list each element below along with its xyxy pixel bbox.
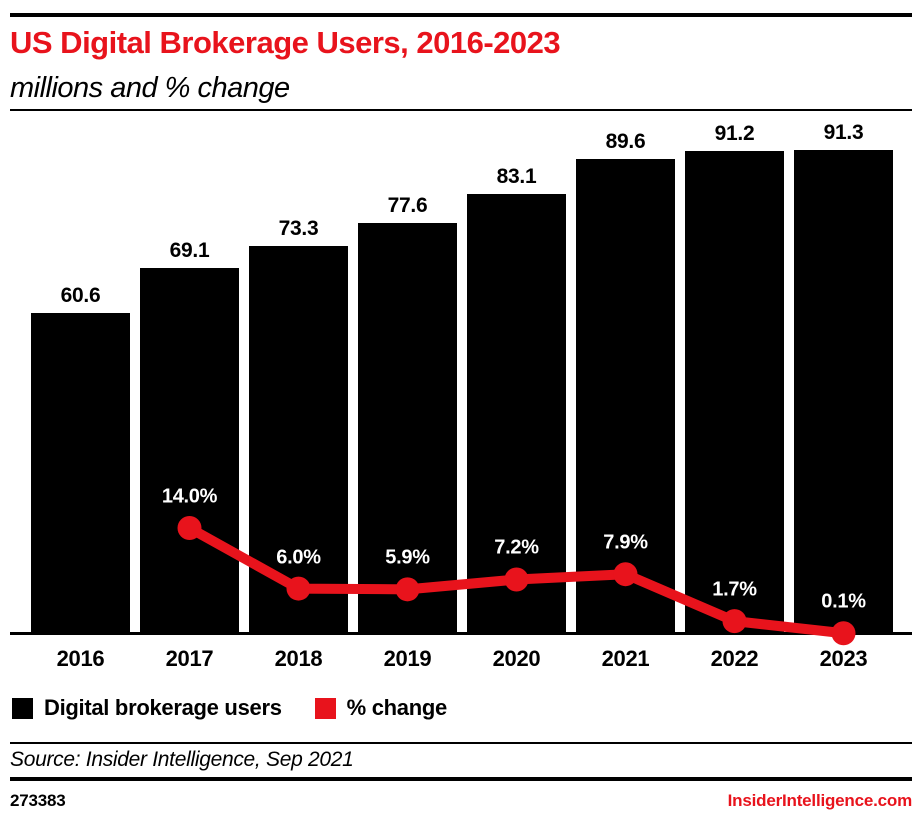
x-axis-label-2018: 2018 <box>274 646 323 671</box>
legend: Digital brokerage users % change <box>12 695 447 721</box>
pct-change-label-2017: 14.0% <box>161 485 218 508</box>
legend-label-users: Digital brokerage users <box>44 695 282 720</box>
chart-subtitle: millions and % change <box>10 72 290 104</box>
x-axis-label-2022: 2022 <box>710 646 759 671</box>
pct-change-label-2018: 6.0% <box>276 546 321 569</box>
bar-value-label-2016: 60.6 <box>60 284 101 308</box>
bar-2016 <box>31 313 130 635</box>
header-divider <box>10 109 912 111</box>
pct-change-label-2020: 7.2% <box>494 536 539 559</box>
chart-id: 273383 <box>10 791 66 810</box>
pct-change-label-2022: 1.7% <box>712 578 757 601</box>
bar-value-label-2017: 69.1 <box>169 238 210 262</box>
source-divider-top <box>10 742 912 744</box>
pct-change-label-2023: 0.1% <box>821 590 866 613</box>
bar-value-label-2023: 91.3 <box>823 121 864 144</box>
bar-2017 <box>140 267 239 635</box>
chart-title: US Digital Brokerage Users, 2016-2023 <box>10 25 561 60</box>
source-note: Source: Insider Intelligence, Sep 2021 <box>10 748 354 771</box>
bar-value-label-2020: 83.1 <box>496 164 537 188</box>
bar-line-chart: 60.6 69.1 73.3 77.6 83.1 89.6 91.2 91.3 14.0% 6.0… <box>10 120 912 646</box>
bar-2021 <box>576 159 675 635</box>
bar-2018 <box>249 245 348 635</box>
pct-change-label-2021: 7.9% <box>603 531 648 554</box>
legend-swatch-users <box>12 697 33 719</box>
bar-2019 <box>358 222 457 635</box>
bar-value-label-2019: 77.6 <box>387 193 428 217</box>
top-accent-bar <box>10 13 912 17</box>
footer: 273383 InsiderIntelligence.com <box>10 791 912 811</box>
bar-2023 <box>794 150 893 635</box>
source-divider-bottom <box>10 777 912 781</box>
pct-change-label-2019: 5.9% <box>385 546 430 569</box>
x-axis-label-2020: 2020 <box>492 646 541 671</box>
legend-label-pct-change: % change <box>346 695 448 720</box>
bar-value-label-2021: 89.6 <box>605 130 646 154</box>
legend-swatch-pct-change <box>314 697 336 719</box>
x-axis-label-2017: 2017 <box>165 646 214 671</box>
x-axis-label-2023: 2023 <box>819 646 868 671</box>
x-axis-label-2016: 2016 <box>56 646 105 671</box>
site-link[interactable]: InsiderIntelligence.com <box>727 791 913 810</box>
x-axis-label-2021: 2021 <box>601 646 650 671</box>
bar-2022 <box>685 150 784 635</box>
bar-2020 <box>467 193 566 635</box>
x-axis-label-2019: 2019 <box>383 646 432 671</box>
bar-value-label-2022: 91.2 <box>714 121 755 145</box>
bar-value-label-2018: 73.3 <box>278 216 319 240</box>
x-axis-labels: 2016 2017 2018 2019 2020 2021 2022 2023 <box>10 646 912 672</box>
